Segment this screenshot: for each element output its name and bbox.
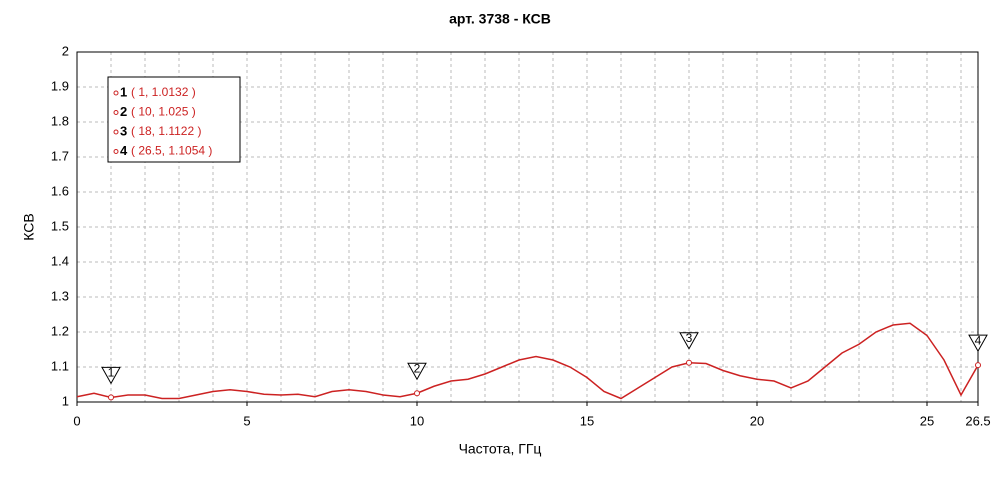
y-tick-label: 1: [62, 393, 69, 408]
legend-symbol: [113, 149, 119, 154]
x-tick-label: 15: [580, 413, 594, 428]
x-tick-label: 25: [920, 413, 934, 428]
legend-value: ( 1, 1.0132 ): [131, 85, 196, 99]
y-tick-label: 1.2: [51, 323, 69, 338]
legend-value: ( 26.5, 1.1054 ): [131, 144, 212, 158]
y-tick-label: 1.6: [51, 183, 69, 198]
marker-point: [686, 359, 692, 366]
marker-label: 1: [108, 366, 115, 380]
legend-symbol: [113, 110, 119, 115]
legend-number: 1: [120, 84, 127, 99]
y-tick-label: 1.8: [51, 113, 69, 128]
x-tick-label: 26.5: [965, 413, 990, 428]
x-axis-label: Частота, ГГц: [459, 441, 542, 457]
data-line: [76, 322, 979, 400]
legend-number: 2: [120, 104, 127, 119]
y-tick-label: 1.7: [51, 148, 69, 163]
legend-box: [107, 76, 241, 163]
marker-triangle: [101, 366, 121, 385]
marker-triangle: [968, 334, 988, 353]
marker-point: [975, 362, 981, 369]
marker-triangle: [679, 332, 699, 350]
y-tick-label: 1.1: [51, 358, 69, 373]
marker-label: 3: [686, 331, 693, 345]
x-tick-label: 20: [750, 413, 764, 428]
legend-number: 3: [120, 123, 127, 138]
marker-label: 4: [975, 333, 982, 347]
x-tick-label: 5: [243, 413, 250, 428]
legend-symbol: [113, 90, 119, 96]
y-tick-label: 1.4: [51, 253, 69, 268]
marker-point: [414, 390, 420, 397]
legend-value: ( 18, 1.1122 ): [131, 124, 202, 138]
chart-title: арт. 3738 - КСВ: [449, 11, 551, 27]
plot-frame: [76, 51, 979, 403]
x-tick-label: 10: [410, 413, 424, 428]
marker-point: [108, 394, 114, 401]
legend-number: 4: [120, 143, 128, 158]
y-tick-label: 1.9: [51, 78, 69, 93]
y-tick-label: 1.5: [51, 218, 69, 233]
y-axis-label: КСВ: [21, 213, 37, 240]
legend-symbol: [113, 129, 119, 135]
y-tick-label: 1.3: [51, 288, 69, 303]
x-tick-label: 0: [73, 413, 80, 428]
marker-label: 2: [414, 361, 421, 375]
marker-triangle: [407, 362, 427, 381]
y-tick-label: 2: [62, 43, 69, 58]
legend-value: ( 10, 1.025 ): [131, 105, 196, 119]
